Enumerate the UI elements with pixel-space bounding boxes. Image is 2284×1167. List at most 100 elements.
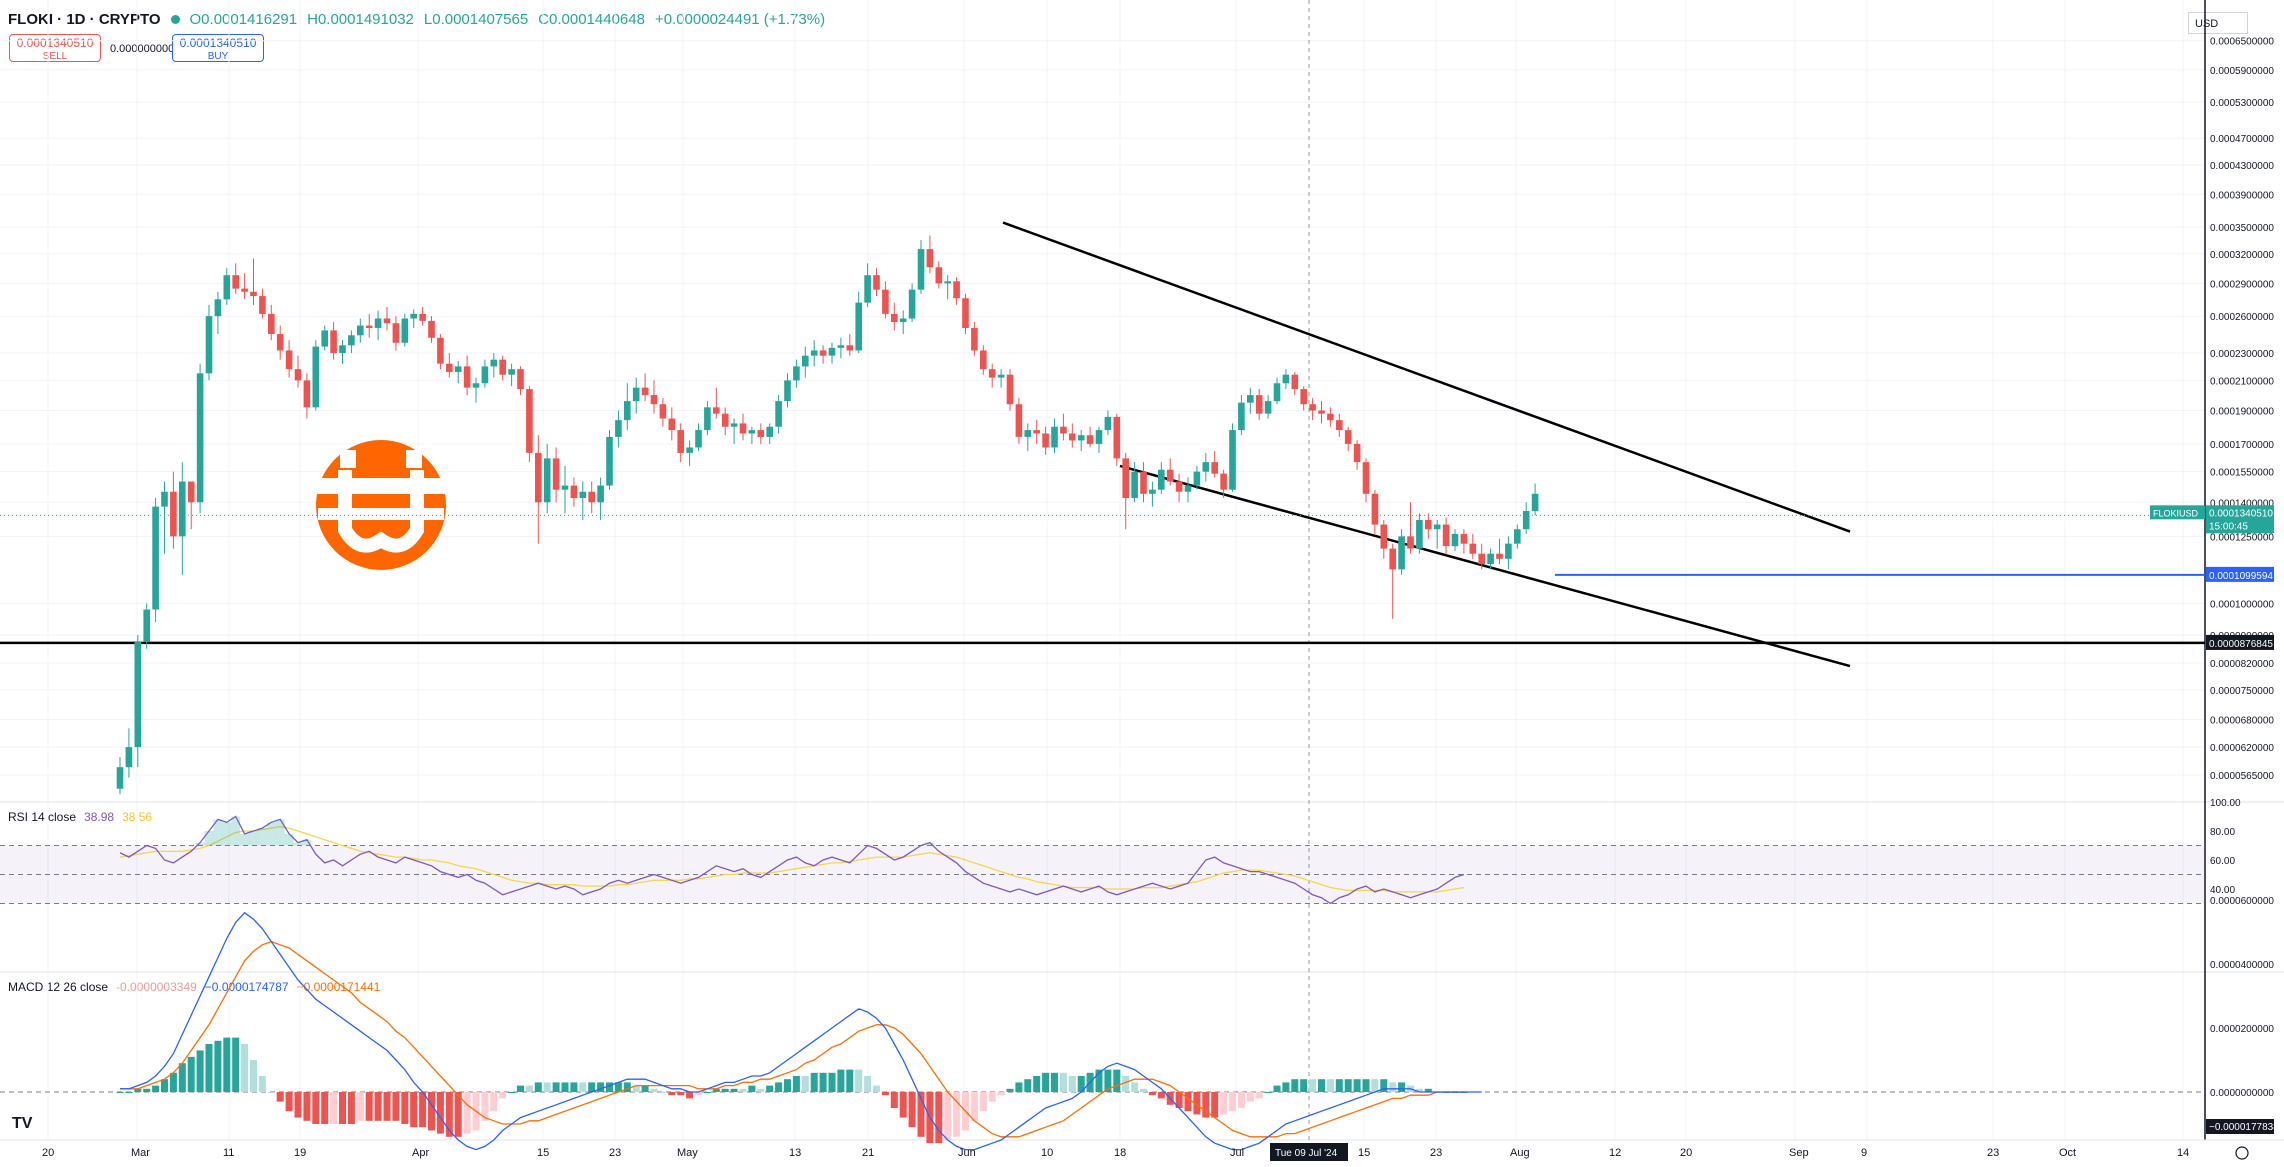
macd-histogram-bar [997, 1092, 1005, 1096]
macd-histogram-bar [1024, 1079, 1032, 1092]
candle-body [1389, 548, 1396, 570]
candle-body [704, 407, 711, 431]
macd-histogram-bar [944, 1092, 952, 1140]
candle-body [1398, 536, 1405, 570]
candle-body [357, 325, 364, 336]
candle-body [935, 267, 943, 284]
rsi-overbought-fill [222, 822, 232, 846]
macd-histogram-bar [543, 1082, 551, 1092]
buy-button[interactable]: 0.0001340510 BUY [172, 34, 264, 62]
current-price-badge [2206, 505, 2274, 534]
macd-histogram-bar [1131, 1082, 1139, 1092]
macd-histogram-bar [1077, 1076, 1085, 1092]
candle-body [552, 458, 560, 490]
candle-body [1469, 543, 1477, 554]
candle-body [1033, 430, 1040, 434]
macd-histogram-bar [641, 1085, 649, 1092]
candle-body [997, 374, 1005, 378]
macd-histogram-bar [1184, 1092, 1192, 1112]
macd-histogram-bar [784, 1079, 791, 1092]
macd-histogram-bar [499, 1092, 507, 1099]
macd-histogram-bar [258, 1076, 266, 1092]
currency-selector[interactable]: USD [2188, 12, 2248, 34]
candle-body [1006, 374, 1014, 405]
macd-histogram-bar [935, 1092, 943, 1144]
rsi-overbought-fill [284, 833, 294, 846]
candle-body [908, 289, 916, 319]
logo-band [318, 508, 444, 520]
time-tick-label: Oct [2059, 1147, 2076, 1159]
candle-body [579, 491, 587, 499]
macd-histogram-bar [1362, 1079, 1370, 1092]
countdown-label: 15:00:45 [2209, 521, 2248, 532]
candle-body [125, 747, 133, 768]
hline-badge [2206, 634, 2274, 650]
candle-body [490, 359, 498, 367]
candle-body [873, 275, 880, 290]
macd-histogram-bar [285, 1092, 293, 1112]
macd-histogram-bar [1309, 1079, 1317, 1092]
macd-histogram-bar [1042, 1072, 1050, 1092]
sell-button[interactable]: 0.0001340510 SELL [9, 34, 101, 62]
rsi-overbought-fill [257, 828, 267, 846]
candle-body [962, 298, 969, 328]
price-tick-label: 0.0000620000 [2210, 743, 2274, 754]
rsi-title[interactable]: RSI 14 close [8, 810, 77, 824]
time-tick-label: Jul [1230, 1147, 1244, 1159]
candle-body [1247, 395, 1254, 403]
candle-body [1104, 416, 1112, 431]
change-value: +0.0000024491 (+1.73%) [654, 11, 826, 28]
price-tick-label: 0.0000820000 [2210, 659, 2274, 670]
macd-histogram-bar [383, 1092, 391, 1121]
macd-histogram-bar [1006, 1088, 1014, 1092]
macd-histogram-bar [1113, 1069, 1121, 1092]
logo-mark [338, 470, 424, 553]
macd-histogram-bar [1148, 1092, 1156, 1096]
macd-histogram-bar [463, 1092, 471, 1134]
macd-histogram-bar [312, 1092, 320, 1124]
candle-body [517, 369, 524, 390]
settings-gear-icon [2235, 1146, 2249, 1160]
macd-current-badge [2206, 1119, 2274, 1134]
macd-histogram-bar [730, 1088, 738, 1092]
candle-body [632, 387, 640, 402]
macd-histogram-bar [1389, 1082, 1397, 1092]
candle-body [241, 288, 248, 292]
candle-body [1060, 426, 1067, 434]
time-tick-label: Sep [1789, 1147, 1809, 1159]
rsi-ma-line [119, 825, 1465, 893]
macd-histogram-bar [819, 1072, 827, 1092]
candle-body [463, 366, 471, 388]
macd-histogram-bar [1220, 1092, 1228, 1115]
candle-body [196, 373, 204, 503]
macd-histogram-bar [330, 1092, 338, 1124]
logo-notch [340, 450, 356, 468]
macd-histogram-bar [339, 1092, 346, 1124]
candle-body [321, 330, 328, 347]
symbol-title[interactable]: FLOKI · 1D · CRYPTO [8, 11, 161, 28]
price-tick-label: 0.0000680000 [2210, 715, 2274, 726]
macd-histogram-bar [1033, 1076, 1041, 1092]
candle-body [1514, 529, 1521, 544]
candle-body [1122, 458, 1129, 499]
macd-histogram-bar [1015, 1082, 1023, 1092]
candle-body [170, 491, 177, 537]
candle-body [1300, 389, 1307, 405]
candle-body [1211, 462, 1218, 474]
macd-histogram-bar [1344, 1079, 1352, 1092]
candle-body [784, 380, 791, 402]
macd-title[interactable]: MACD 12 26 close [8, 980, 109, 994]
macd-histogram-bar [1140, 1088, 1147, 1092]
macd-histogram-bar [695, 1092, 702, 1096]
price-tick-label: 0.0002100000 [2210, 376, 2274, 387]
candle-body [152, 506, 159, 610]
trendline-lower [1119, 464, 1851, 668]
candle-body [410, 313, 417, 319]
candle-body [650, 395, 658, 405]
time-tick-label: 18 [1114, 1147, 1126, 1159]
candle-body [1460, 533, 1468, 544]
macd-histogram-bar [686, 1092, 694, 1099]
candle-body [526, 389, 533, 453]
candle-body [1024, 430, 1032, 437]
